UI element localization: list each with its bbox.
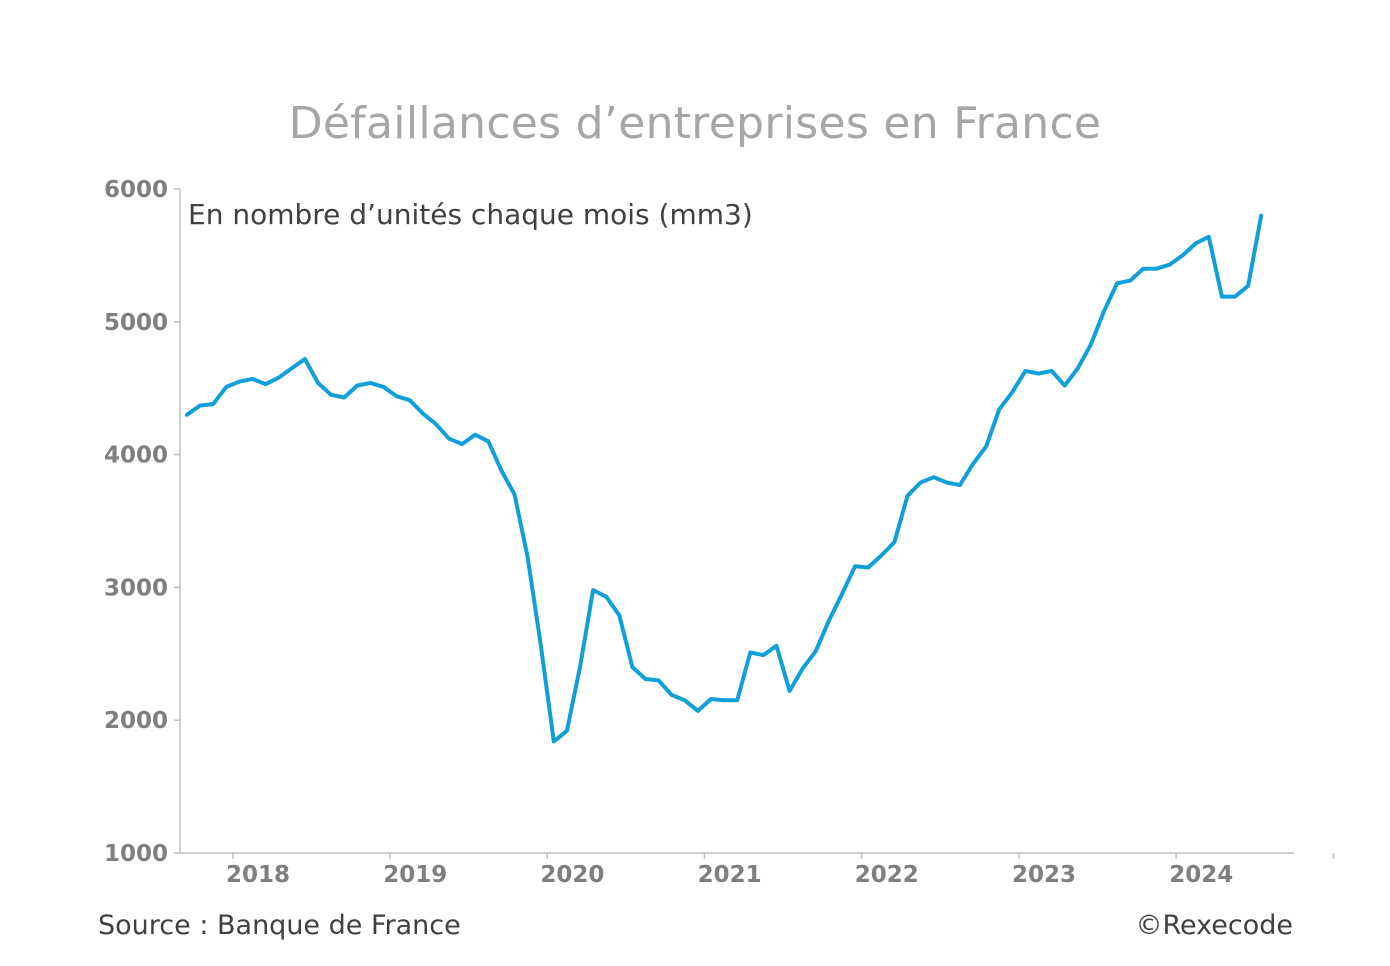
x-tick-label: 2018 [226, 862, 290, 888]
x-tick-label: 2024 [1169, 862, 1233, 888]
chart-subtitle: En nombre d’unités chaque mois (mm3) [188, 198, 753, 231]
chart-title: Défaillances d’entreprises en France [288, 98, 1102, 149]
y-axis: 1000 2000 3000 4000 5000 6000 [104, 177, 181, 867]
source-note: Source : Banque de France [98, 910, 461, 941]
y-tick-label: 2000 [104, 708, 168, 734]
x-tick-label: 2019 [383, 862, 447, 888]
y-tick-label: 1000 [104, 841, 168, 867]
x-axis: 2018 2019 2020 2021 2022 2023 2024 [180, 852, 1335, 888]
y-tick-label: 4000 [104, 443, 168, 469]
x-tick-label: 2023 [1012, 862, 1076, 888]
y-tick-label: 3000 [104, 575, 168, 601]
y-tick-label: 6000 [104, 177, 168, 203]
copyright-note: ©Rexecode [1135, 910, 1293, 941]
y-tick-label: 5000 [104, 310, 168, 336]
plot-area [185, 213, 1264, 744]
x-tick-label: 2022 [855, 862, 919, 888]
x-tick-label: 2020 [540, 862, 604, 888]
x-tick-label: 2021 [698, 862, 762, 888]
series-line [185, 213, 1264, 744]
